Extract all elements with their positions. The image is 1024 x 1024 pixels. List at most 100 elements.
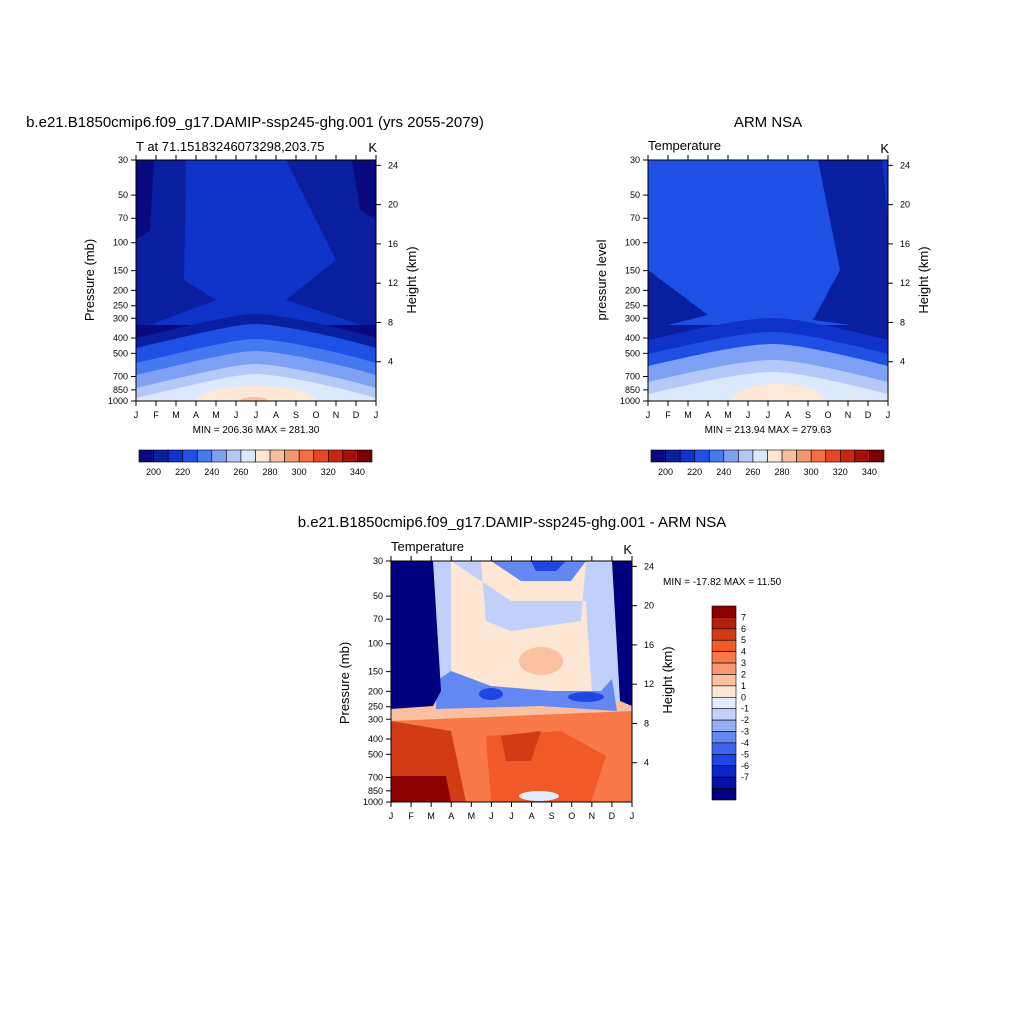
panel-obs-colorbar-label: 300: [804, 467, 819, 477]
panel-diff-colorbar-label: 3: [741, 658, 746, 668]
panel-obs-colorbar: 200 220 240 260 280 300 320 340: [650, 449, 885, 477]
panel-obs-colorbar-label: 280: [775, 467, 790, 477]
panel-model-month-label: F: [153, 410, 159, 420]
panel-diff-colorbar-label: 0: [741, 692, 746, 702]
contour-warm-core: [240, 397, 268, 401]
contour-warm-core: [519, 647, 563, 675]
panel-model-month-label: A: [193, 410, 199, 420]
contour-band: [136, 160, 216, 330]
panel-model-month-label: S: [293, 410, 299, 420]
panel-diff-pressure-tick-label: 50: [373, 591, 383, 601]
panel-model-colorbar-box: [269, 449, 285, 463]
panel-obs-pressure-tick-label: 100: [625, 238, 640, 248]
panel-obs-title: ARM NSA: [734, 114, 802, 131]
contour-band: [612, 561, 632, 706]
panel-diff-pressure-tick-label: 300: [368, 714, 383, 724]
panel-obs-month-label: A: [785, 410, 791, 420]
panel-model-pressure-tick-label: 250: [113, 301, 128, 311]
panel-model-month-label: J: [234, 410, 239, 420]
panel-diff-colorbar-label: 4: [741, 647, 746, 657]
panel-obs-month-label: J: [646, 410, 651, 420]
panel-obs-colorbar-box: [767, 449, 783, 463]
panel-diff-height-tick-label: 24: [644, 561, 654, 571]
panel-diff-title: b.e21.B1850cmip6.f09_g17.DAMIP-ssp245-gh…: [298, 514, 727, 531]
panel-obs-month-label: J: [746, 410, 751, 420]
panel-model-colorbar-label: 260: [233, 467, 248, 477]
panel-diff-month-label: J: [630, 811, 635, 821]
panel-obs-colorbar-box: [694, 449, 710, 463]
panel-model-colorbar-box: [138, 449, 154, 463]
panel-diff-colorbar-label: -4: [741, 738, 749, 748]
contour-band: [286, 160, 376, 330]
panel-obs-colorbar-box: [723, 449, 739, 463]
panel-diff-pressure-tick-label: 1000: [363, 797, 383, 807]
panel-diff-pressure-tick-label: 200: [368, 686, 383, 696]
panel-diff-month-label: O: [568, 811, 575, 821]
panel-model-colorbar-box: [255, 449, 271, 463]
panel-diff-colorbar-box: [711, 651, 737, 664]
panel-obs-colorbar-box: [781, 449, 797, 463]
panel-obs-height-tick-label: 20: [900, 200, 910, 210]
panel-obs-month-label: M: [684, 410, 692, 420]
panel-model-height-tick-label: 12: [388, 278, 398, 288]
panel-model-height-tick-label: 24: [388, 160, 398, 170]
panel-obs-pressure-tick-label: 300: [625, 313, 640, 323]
panel-obs-contours: [648, 160, 888, 401]
panel-obs-colorbar-box: [708, 449, 725, 463]
panel-model-colorbar-box: [342, 449, 358, 463]
panel-model-pressure-tick-label: 100: [113, 238, 128, 248]
panel-diff-colorbar-label: -6: [741, 761, 749, 771]
panel-obs-height-tick-label: 24: [900, 160, 910, 170]
panel-model-month-label: N: [333, 410, 340, 420]
panel-obs-colorbar-box: [840, 449, 856, 463]
panel-diff-ylabel-right: Height (km): [660, 646, 675, 713]
panel-model-month-label: M: [212, 410, 220, 420]
panel-model-colorbar-box: [182, 449, 198, 463]
panel-diff-month-label: A: [448, 811, 454, 821]
contour-band: [391, 561, 441, 709]
panel-diff-colorbar-label: 1: [741, 681, 746, 691]
panel-model-month-label: D: [353, 410, 360, 420]
panel-model-colorbar-label: 200: [146, 467, 161, 477]
panel-obs-colorbar-label: 200: [658, 467, 673, 477]
panel-diff-colorbar-box: [711, 708, 737, 721]
panel-model-pressure-tick-label: 850: [113, 385, 128, 395]
contour-band: [352, 160, 376, 220]
panel-model-colorbar-box: [298, 449, 315, 463]
panel-model-colorbar: 200 220 240 260 280 300 320 340: [138, 449, 373, 477]
panel-diff-colorbar-box: [711, 731, 737, 744]
panel-diff-colorbar-box: [711, 765, 737, 778]
panel-obs-ylabel-right: Height (km): [916, 246, 931, 313]
panel-diff-colorbar-box: [711, 776, 737, 789]
contour-cold-core: [568, 692, 604, 702]
panel-diff-ylabel: Pressure (mb): [337, 642, 352, 724]
panel-obs-month-label: A: [705, 410, 711, 420]
panel-model-height-tick-label: 8: [388, 317, 393, 327]
panel-diff-colorbar-label: 6: [741, 624, 746, 634]
panel-diff-colorbar-label: -5: [741, 749, 749, 759]
panel-model-pressure-tick-label: 500: [113, 348, 128, 358]
contour-band: [136, 160, 154, 240]
panel-obs-month-label: S: [805, 410, 811, 420]
panel-model-pressure-tick-label: 70: [118, 213, 128, 223]
panel-model-minmax: MIN = 206.36 MAX = 281.30: [193, 425, 320, 436]
panel-diff-colorbar-label: -7: [741, 772, 749, 782]
panel-obs-colorbar-box: [825, 449, 841, 463]
panel-obs-month-label: J: [766, 410, 771, 420]
panel-obs-height-tick-label: 12: [900, 278, 910, 288]
panel-model-contours: [136, 160, 376, 401]
panel-diff-left-label: Temperature: [391, 539, 464, 554]
panel-model-pressure-tick-label: 400: [113, 333, 128, 343]
panel-diff-colorbar-box: [711, 754, 737, 767]
panel-obs-pressure-tick-label: 150: [625, 266, 640, 276]
panel-diff-colorbar-box: [711, 719, 737, 732]
panel-model-month-label: J: [134, 410, 139, 420]
contour-band: [648, 270, 708, 330]
panel-diff-month-label: S: [549, 811, 555, 821]
panel-diff-colorbar-box: [711, 605, 737, 618]
panel-diff-colorbar-box: [711, 788, 737, 801]
panel-diff-pressure-tick-label: 400: [368, 734, 383, 744]
panel-diff-colorbar: 7 65 432 10 -1-2 -3-4-5 -6-7: [711, 605, 749, 801]
panel-model-month-label: J: [254, 410, 259, 420]
panel-model-month-label: J: [374, 410, 379, 420]
